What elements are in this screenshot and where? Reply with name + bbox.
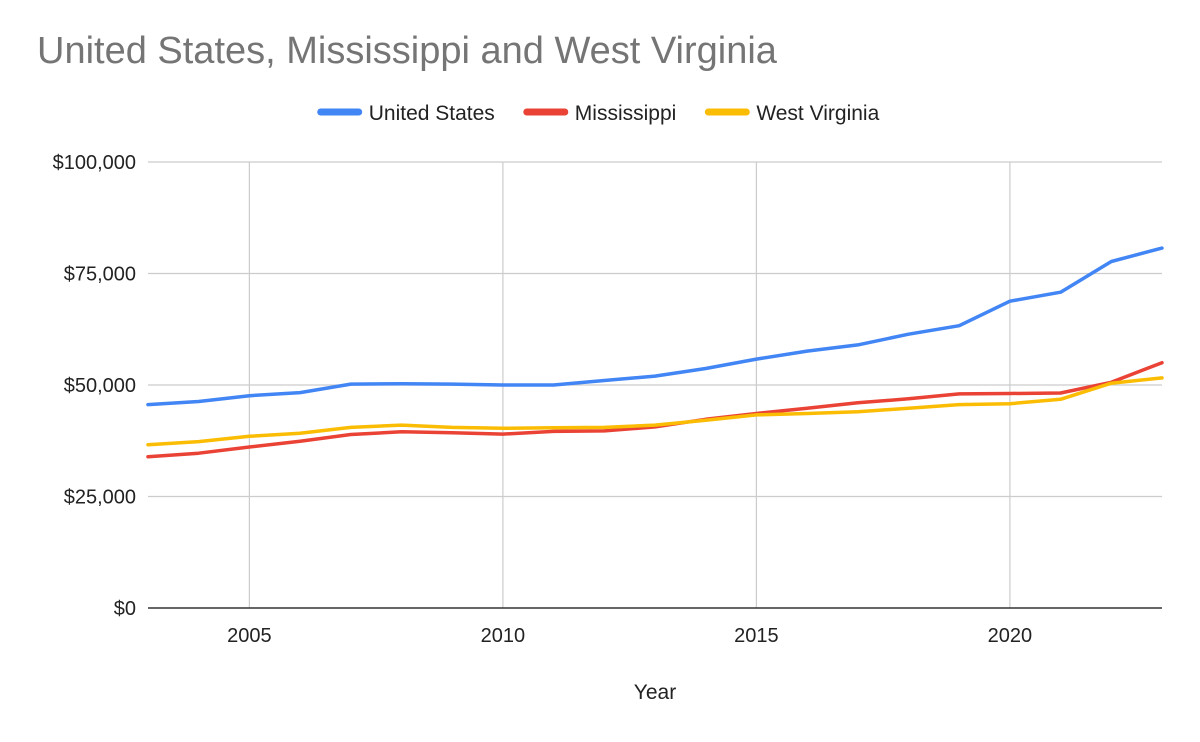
y-tick-label: $0 [114, 598, 136, 620]
series-line-west-virginia [146, 376, 1164, 447]
legend-item: Mississippi [523, 102, 677, 125]
y-tick-label: $75,000 [64, 264, 136, 286]
legend: United States Mississippi West Virginia [317, 102, 880, 125]
y-tick-label: $100,000 [53, 152, 136, 174]
legend-label: West Virginia [756, 102, 879, 125]
legend-item: United States [317, 102, 495, 125]
series-line-mississippi [146, 360, 1164, 459]
chart-title: United States, Mississippi and West Virg… [37, 30, 777, 72]
x-tick-label: 2010 [481, 625, 526, 647]
legend-label: Mississippi [575, 102, 677, 125]
legend-label: United States [369, 102, 495, 125]
y-axis-tick-labels: $0 $25,000 $50,000 $75,000 $100,000 [53, 152, 136, 620]
x-tick-label: 2005 [227, 625, 272, 647]
grid-lines [148, 161, 1162, 608]
y-tick-label: $50,000 [64, 375, 136, 397]
x-axis-tick-labels: 2005 2010 2015 2020 [227, 625, 1032, 647]
x-tick-label: 2015 [734, 625, 779, 647]
x-axis-title: Year [634, 681, 676, 704]
y-tick-label: $25,000 [64, 487, 136, 509]
legend-item: West Virginia [704, 102, 880, 125]
series-lines [146, 246, 1164, 459]
x-tick-label: 2020 [988, 625, 1033, 647]
series-line-united-states [146, 246, 1164, 407]
